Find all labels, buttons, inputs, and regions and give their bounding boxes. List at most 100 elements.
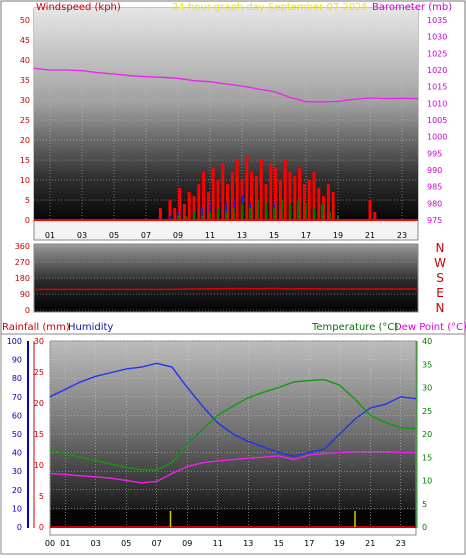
climate-x-tick-label: 17 (304, 539, 314, 548)
climate-panel-base (50, 510, 416, 528)
humidity-tick-label: 20 (12, 486, 22, 495)
windspeed-tick-label: 0 (25, 216, 30, 225)
barometer-tick-label: 995 (427, 149, 442, 158)
temperature-line (49, 378, 417, 471)
compass-letter: S (436, 271, 444, 285)
climate-x-tick-label: 03 (91, 539, 101, 548)
barometer-tick-label: 980 (427, 199, 442, 208)
climate-panel-series (49, 362, 417, 528)
barometer-axis-ticks: 975 980 985 990 995 1000 1005 1010 1015 1020 1025 1… (427, 16, 447, 225)
wind-x-tick-label: 21 (365, 231, 375, 240)
rain-tick-label: 30 (34, 337, 44, 346)
windspeed-tick-label: 30 (20, 96, 30, 105)
temperature-tick-label: 20 (422, 430, 432, 439)
humidity-tick-label: 100 (7, 337, 22, 346)
humidity-tick-label: 40 (12, 449, 22, 458)
humidity-axis-ticks: 0 10 20 30 40 50 60 70 80 90 100 (7, 337, 22, 532)
wind-panel-title: 24 hour graph day September 07 2025 (172, 2, 368, 13)
compass-letter: E (436, 286, 444, 300)
wind-panel-background (34, 8, 418, 220)
humidity-line (49, 362, 417, 458)
barometer-tick-label: 1010 (427, 99, 447, 108)
barometer-tick-label: 1020 (427, 66, 447, 75)
windspeed-tick-label: 50 (20, 16, 30, 25)
humidity-tick-label: 50 (12, 430, 22, 439)
windspeed-axis-ticks: 0 5 10 15 20 25 30 35 40 45 50 (20, 16, 30, 225)
humidity-tick-label: 30 (12, 467, 22, 476)
wind-x-tick-label: 13 (237, 231, 247, 240)
direction-tick-label: 180 (15, 274, 30, 283)
temperature-tick-label: 5 (422, 500, 427, 509)
wind-x-tick-label: 07 (141, 231, 151, 240)
temperature-tick-label: 30 (422, 384, 432, 393)
direction-axis-ticks: 0 90 180 270 360 (15, 242, 30, 315)
wind-x-tick-label: 11 (205, 231, 215, 240)
climate-x-tick-label: 05 (121, 539, 131, 548)
direction-tick-label: 0 (25, 306, 30, 315)
windspeed-tick-label: 25 (20, 116, 30, 125)
barometer-tick-label: 1000 (427, 133, 447, 142)
barometer-tick-label: 1015 (427, 83, 447, 92)
barometer-tick-label: 1005 (427, 116, 447, 125)
rain-tick-label: 0 (39, 523, 44, 532)
dewpoint-line (49, 450, 416, 484)
rain-tick-label: 5 (39, 492, 44, 501)
compass-letter: W (434, 256, 446, 270)
humidity-axis-label: Humidity (68, 322, 113, 333)
windspeed-axis-label: Windspeed (kph) (36, 2, 121, 13)
windspeed-tick-label: 5 (25, 196, 30, 205)
climate-x-tick-label: 19 (335, 539, 345, 548)
barometer-tick-label: 990 (427, 166, 442, 175)
barometer-tick-label: 985 (427, 183, 442, 192)
barometer-tick-label: 1035 (427, 16, 447, 25)
barometer-tick-label: 1030 (427, 33, 447, 42)
direction-tick-label: 270 (15, 258, 30, 267)
climate-x-tick-label: 13 (243, 539, 253, 548)
windspeed-tick-label: 20 (20, 136, 30, 145)
rain-tick-label: 25 (34, 368, 44, 377)
climate-x-tick-label: 09 (182, 539, 192, 548)
barometer-tick-label: 1025 (427, 49, 447, 58)
wind-x-tick-label: 03 (77, 231, 87, 240)
climate-x-ticks: 00 01 03 05 07 09 11 13 15 17 19 21 23 (45, 539, 406, 548)
windspeed-tick-label: 35 (20, 76, 30, 85)
temperature-tick-label: 25 (422, 407, 432, 416)
wind-direction-line (34, 287, 418, 291)
rain-axis-ticks: 0 5 10 15 20 25 30 (34, 337, 44, 532)
temperature-tick-label: 0 (422, 523, 427, 532)
wind-x-tick-label: 15 (269, 231, 279, 240)
humidity-tick-label: 60 (12, 411, 22, 420)
wind-panel-series (33, 67, 419, 220)
wind-x-tick-label: 17 (301, 231, 311, 240)
windspeed-tick-label: 40 (20, 56, 30, 65)
rainfall-axis-label: Rainfall (mm) (2, 322, 70, 333)
rain-tick-label: 10 (34, 461, 44, 470)
wind-x-tick-label: 19 (333, 231, 343, 240)
wind-x-tick-label: 01 (45, 231, 55, 240)
wind-panel-grid (34, 8, 418, 221)
humidity-tick-label: 90 (12, 356, 22, 365)
windspeed-tick-label: 45 (20, 36, 30, 45)
temperature-tick-label: 35 (422, 360, 432, 369)
wind-x-tick-label: 05 (109, 231, 119, 240)
windspeed-tick-label: 15 (20, 156, 30, 165)
humidity-tick-label: 80 (12, 374, 22, 383)
wind-x-tick-label: 23 (397, 231, 407, 240)
climate-x-tick-label: 11 (213, 539, 223, 548)
direction-panel-grid (34, 245, 418, 311)
wind-x-tick-label: 09 (173, 231, 183, 240)
rain-tick-label: 20 (34, 399, 44, 408)
climate-x-tick-label: 00 (45, 539, 55, 548)
direction-tick-label: 360 (15, 242, 30, 251)
barometer-tick-label: 975 (427, 216, 442, 225)
direction-panel-series (34, 287, 418, 291)
humidity-tick-label: 0 (17, 523, 22, 532)
climate-x-tick-label: 15 (274, 539, 284, 548)
temperature-tick-label: 15 (422, 453, 432, 462)
temperature-axis-label: Temperature (°C) (311, 322, 398, 333)
temperature-tick-label: 10 (422, 477, 432, 486)
climate-x-tick-label: 23 (396, 539, 406, 548)
